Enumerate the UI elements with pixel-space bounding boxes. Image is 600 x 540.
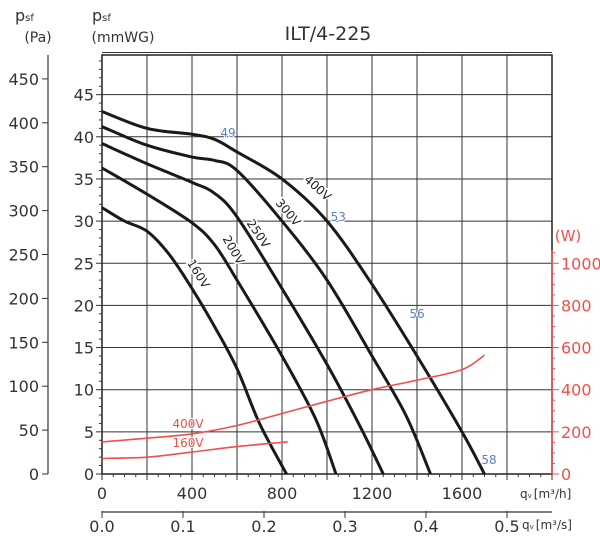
power-curve-160V (101, 441, 288, 460)
x-symbol: q (520, 487, 528, 501)
y-outer-tick-label: 450 (8, 70, 39, 89)
y-outer-tick-label: 0 (29, 465, 39, 484)
power-curve-label: 400V (172, 417, 204, 431)
power-curve-400V (101, 354, 485, 443)
y-outer-sub: sf (25, 13, 34, 24)
y-tick-label: 15 (74, 339, 94, 358)
sound-level-annotation: 56 (409, 307, 424, 321)
y-tick-label: 25 (74, 254, 94, 273)
y-right-tick-label: 1000 (561, 254, 600, 273)
y-right-tick-label: 200 (561, 423, 592, 442)
x-tick-label: 0 (97, 484, 107, 503)
x-tick-label: 800 (267, 484, 298, 503)
y-outer-symbol: p (15, 6, 25, 25)
sound-level-annotation: 53 (331, 210, 346, 224)
pressure-curve-label: 160V (184, 257, 213, 291)
y-outer-axis-unit: (Pa) (24, 30, 51, 46)
y-outer-tick-label: 50 (19, 421, 39, 440)
pressure-curve-160V (101, 206, 288, 475)
axes: 0510152025303540450501001502002503003504… (8, 55, 600, 536)
x2-tick-label: 0.0 (89, 517, 114, 536)
y-tick-label: 40 (74, 128, 94, 147)
y-outer-tick-label: 400 (8, 114, 39, 133)
y-tick-label: 35 (74, 170, 94, 189)
y-tick-label: 5 (84, 423, 94, 442)
x-unit: [m³/h] (534, 487, 572, 501)
y-outer-tick-label: 200 (8, 289, 39, 308)
labels: ILT/4-225 psf (Pa) psf (mmWG) (W) qv [m³/… (15, 6, 581, 532)
x-sub: v (528, 492, 532, 500)
x-tick-label: 400 (177, 484, 208, 503)
y-outer-tick-label: 150 (8, 333, 39, 352)
y-outer-axis-symbol: psf (15, 6, 34, 25)
y-sub: sf (102, 13, 111, 24)
y-axis-unit: (mmWG) (92, 30, 155, 46)
x2-sub: v (530, 523, 534, 531)
y-right-tick-label: 600 (561, 339, 592, 358)
sound-level-annotation: 58 (481, 453, 496, 467)
pressure-curve-200V (101, 166, 338, 475)
y-right-axis-unit: (W) (555, 227, 582, 245)
sound-level-annotation: 49 (220, 126, 235, 140)
y-right-tick-label: 0 (561, 465, 571, 484)
x2-tick-label: 0.3 (332, 517, 357, 536)
x2-unit: [m³/s] (536, 518, 572, 532)
x2-symbol: q (522, 518, 530, 532)
y-tick-label: 45 (74, 86, 94, 105)
y-tick-label: 0 (84, 465, 94, 484)
y-outer-tick-label: 250 (8, 246, 39, 265)
pressure-curve-300V (101, 125, 432, 475)
x2-axis-label: qv [m³/s] (522, 518, 572, 532)
chart-title: ILT/4-225 (285, 23, 372, 45)
x2-tick-label: 0.2 (251, 517, 276, 536)
x2-tick-label: 0.5 (494, 517, 519, 536)
pressure-curve-400V (101, 110, 486, 475)
y-axis-symbol: psf (92, 6, 111, 25)
y-outer-tick-label: 300 (8, 202, 39, 221)
power-curve-label: 160V (172, 436, 204, 450)
pressure-curve-250V (101, 142, 385, 475)
y-tick-label: 10 (74, 381, 94, 400)
y-tick-label: 20 (74, 296, 94, 315)
y-symbol: p (92, 6, 102, 25)
grid (101, 52, 553, 475)
pressure-curve-label: 200V (220, 233, 248, 268)
y-right-tick-label: 800 (561, 296, 592, 315)
pressure-curve-label: 300V (273, 196, 304, 229)
y-outer-tick-label: 100 (8, 377, 39, 396)
x-tick-label: 1200 (352, 484, 393, 503)
x2-tick-label: 0.4 (413, 517, 438, 536)
x2-tick-label: 0.1 (170, 517, 195, 536)
y-outer-tick-label: 350 (8, 158, 39, 177)
y-tick-label: 30 (74, 212, 94, 231)
y-right-tick-label: 400 (561, 381, 592, 400)
x-axis-label: qv [m³/h] (520, 487, 571, 501)
x-tick-label: 1600 (442, 484, 483, 503)
